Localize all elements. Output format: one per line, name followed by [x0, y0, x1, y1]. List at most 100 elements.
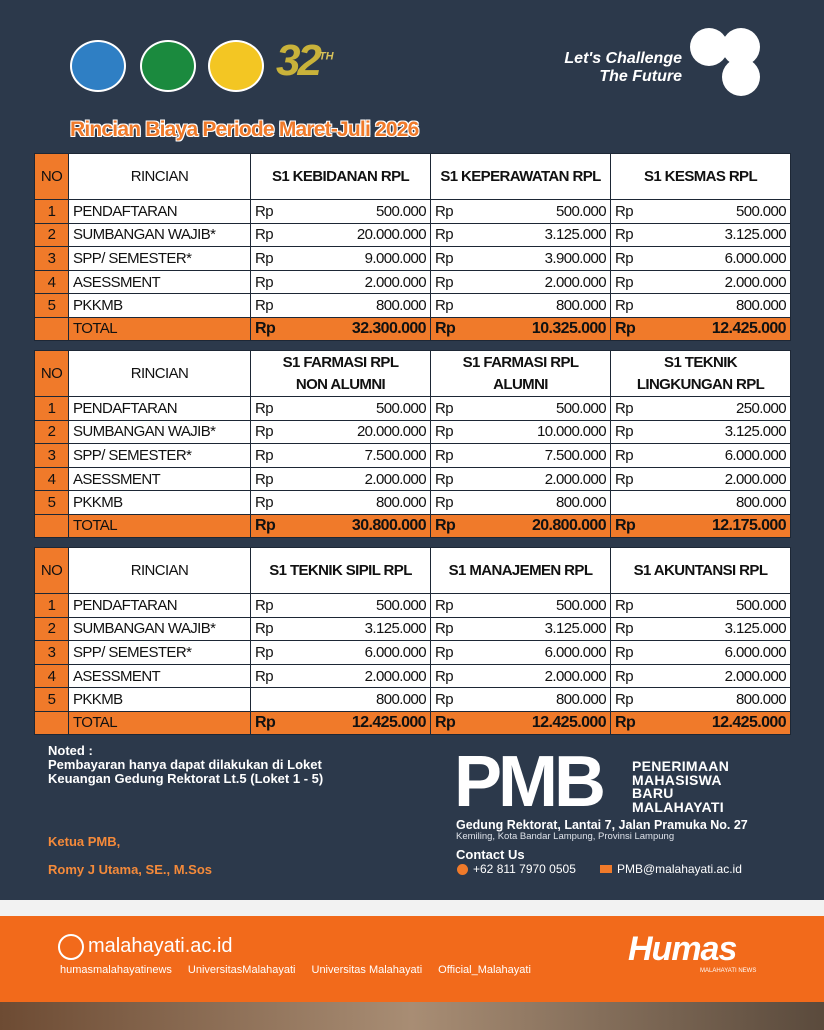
fee-item: PENDAFTARAN — [68, 396, 251, 421]
amount: 6.000.000 — [648, 443, 792, 468]
fee-row: 3 SPP/ SEMESTER* Rp 6.000.000 Rp 6.000.000 Rp 6… — [34, 640, 792, 665]
web-icon — [58, 934, 84, 960]
program-header-line: S1 AKUNTANSI RPL — [633, 561, 768, 579]
tagline-line: The Future — [599, 68, 682, 85]
currency: Rp — [430, 616, 469, 642]
total-spacer — [34, 513, 69, 538]
amount: 2.000.000 — [468, 663, 612, 689]
fee-row: 4 ASESSMENT Rp 2.000.000 Rp 2.000.000 Rp 2.000.… — [34, 466, 792, 492]
fee-row: 4 ASESSMENT Rp 2.000.000 Rp 2.000.000 Rp 2.000.… — [34, 663, 792, 689]
total-label: TOTAL — [68, 316, 251, 341]
total-currency: Rp — [250, 316, 289, 341]
amount: 2.000.000 — [288, 269, 431, 295]
total-currency: Rp — [250, 513, 289, 538]
program-header-line: S1 KESMAS RPL — [643, 167, 758, 185]
pmb-address: Gedung Rektorat, Lantai 7, Jalan Pramuka… — [456, 818, 748, 832]
email-icon — [600, 865, 612, 873]
fee-item: SUMBANGAN WAJIB* — [68, 222, 251, 248]
row-number: 4 — [34, 663, 69, 689]
fee-item: SPP/ SEMESTER* — [68, 640, 251, 665]
pmb-name-line: MAHASISWA — [632, 771, 722, 788]
fee-item: ASESSMENT — [68, 466, 251, 492]
footer-stripe — [0, 900, 824, 916]
header-row: NO RINCIAN S1 TEKNIK SIPIL RPL S1 MANAJEMEN… — [34, 547, 792, 594]
row-number: 1 — [34, 593, 69, 618]
phone: +62 811 7970 0505 — [473, 862, 576, 876]
program-header-line: S1 MANAJEMEN RPL — [448, 561, 593, 579]
total-currency: Rp — [430, 316, 469, 341]
fee-item: ASESSMENT — [68, 663, 251, 689]
no-header: NO — [34, 350, 69, 397]
total-amount: 10.325.000 — [468, 316, 611, 341]
program-header: S1 KEBIDANAN RPL — [250, 153, 431, 200]
socials: humasmalahayatinews UniversitasMalahayat… — [60, 964, 531, 976]
fee-row: 5 PKKMB Rp 800.000 Rp 800.000 800.000 — [34, 490, 792, 515]
total-row: TOTAL Rp 12.425.000 Rp 12.425.000 Rp 12.425.00… — [34, 710, 792, 735]
total-label: TOTAL — [68, 710, 251, 735]
amount: 500.000 — [468, 593, 612, 618]
total-amount: 12.425.000 — [468, 710, 612, 735]
amount: 3.900.000 — [468, 246, 611, 271]
row-number: 5 — [34, 490, 69, 515]
social-youtube: Universitas Malahayati — [311, 964, 423, 976]
fee-row: 4 ASESSMENT Rp 2.000.000 Rp 2.000.000 Rp 2.000.… — [34, 269, 791, 295]
item-header: RINCIAN — [68, 153, 251, 200]
program-header-line: NON ALUMNI — [295, 375, 386, 393]
fee-item: PKKMB — [68, 687, 251, 712]
currency: Rp — [430, 269, 469, 295]
program-header: S1 AKUNTANSI RPL — [610, 547, 792, 594]
amount: 20.000.000 — [288, 222, 431, 248]
amount: 3.125.000 — [468, 616, 612, 642]
amount: 3.125.000 — [648, 222, 791, 248]
program-header: S1 KESMAS RPL — [610, 153, 791, 200]
currency: Rp — [610, 616, 649, 642]
fee-row: 2 SUMBANGAN WAJIB* Rp 3.125.000 Rp 3.125.000 R… — [34, 616, 792, 642]
email: PMB@malahayati.ac.id — [617, 862, 742, 876]
program-header-line: S1 FARMASI RPL — [282, 353, 399, 371]
row-number: 2 — [34, 616, 69, 642]
amount: 2.000.000 — [288, 663, 431, 689]
amount: 800.000 — [288, 293, 431, 318]
row-number: 2 — [34, 419, 69, 445]
currency: Rp — [610, 640, 649, 665]
total-spacer — [34, 316, 69, 341]
humas-sub: MALAHAYATI NEWS — [700, 968, 757, 974]
social-tiktok: Official_Malahayati — [438, 964, 531, 976]
pmb-name: PENERIMAAN MAHASISWA BARU MALAHAYATI — [632, 759, 729, 815]
total-currency: Rp — [250, 710, 289, 735]
amount: 2.000.000 — [468, 466, 612, 492]
program-header: S1 TEKNIK SIPIL RPL — [250, 547, 431, 594]
currency: Rp — [250, 616, 289, 642]
row-number: 1 — [34, 199, 69, 224]
phone-icon — [457, 864, 468, 875]
fee-table: NO RINCIAN S1 FARMASI RPL NON ALUMNI S1 FARM… — [34, 350, 792, 538]
row-number: 1 — [34, 396, 69, 421]
total-spacer — [34, 710, 69, 735]
fee-item: PKKMB — [68, 490, 251, 515]
pmb-name-line: MALAHAYATI — [632, 798, 724, 815]
pmb-name-line: BARU — [632, 785, 674, 801]
total-amount: 12.175.000 — [648, 513, 792, 538]
program-header: S1 MANAJEMEN RPL — [429, 547, 612, 594]
signer-name: Romy J Utama, SE., M.Sos — [48, 862, 212, 877]
currency: Rp — [430, 687, 469, 712]
currency: Rp — [250, 246, 289, 271]
note-heading: Noted : — [48, 743, 93, 758]
amount: 10.000.000 — [468, 419, 612, 445]
currency: Rp — [610, 396, 649, 421]
currency: Rp — [250, 222, 289, 248]
note-line: Keuangan Gedung Rektorat Lt.5 (Loket 1 -… — [48, 771, 324, 786]
currency: Rp — [610, 663, 649, 689]
currency: Rp — [250, 443, 289, 468]
humas-logo: Humas — [628, 930, 737, 968]
total-amount: 12.425.000 — [288, 710, 431, 735]
item-header: RINCIAN — [68, 547, 251, 594]
fee-item: SUMBANGAN WAJIB* — [68, 616, 251, 642]
currency: Rp — [430, 593, 469, 618]
currency: Rp — [250, 593, 289, 618]
amount: 3.125.000 — [288, 616, 431, 642]
currency: Rp — [610, 419, 649, 445]
amount: 7.500.000 — [468, 443, 612, 468]
title: Rincian Biaya Periode Maret-Juli 2026 — [70, 118, 419, 141]
